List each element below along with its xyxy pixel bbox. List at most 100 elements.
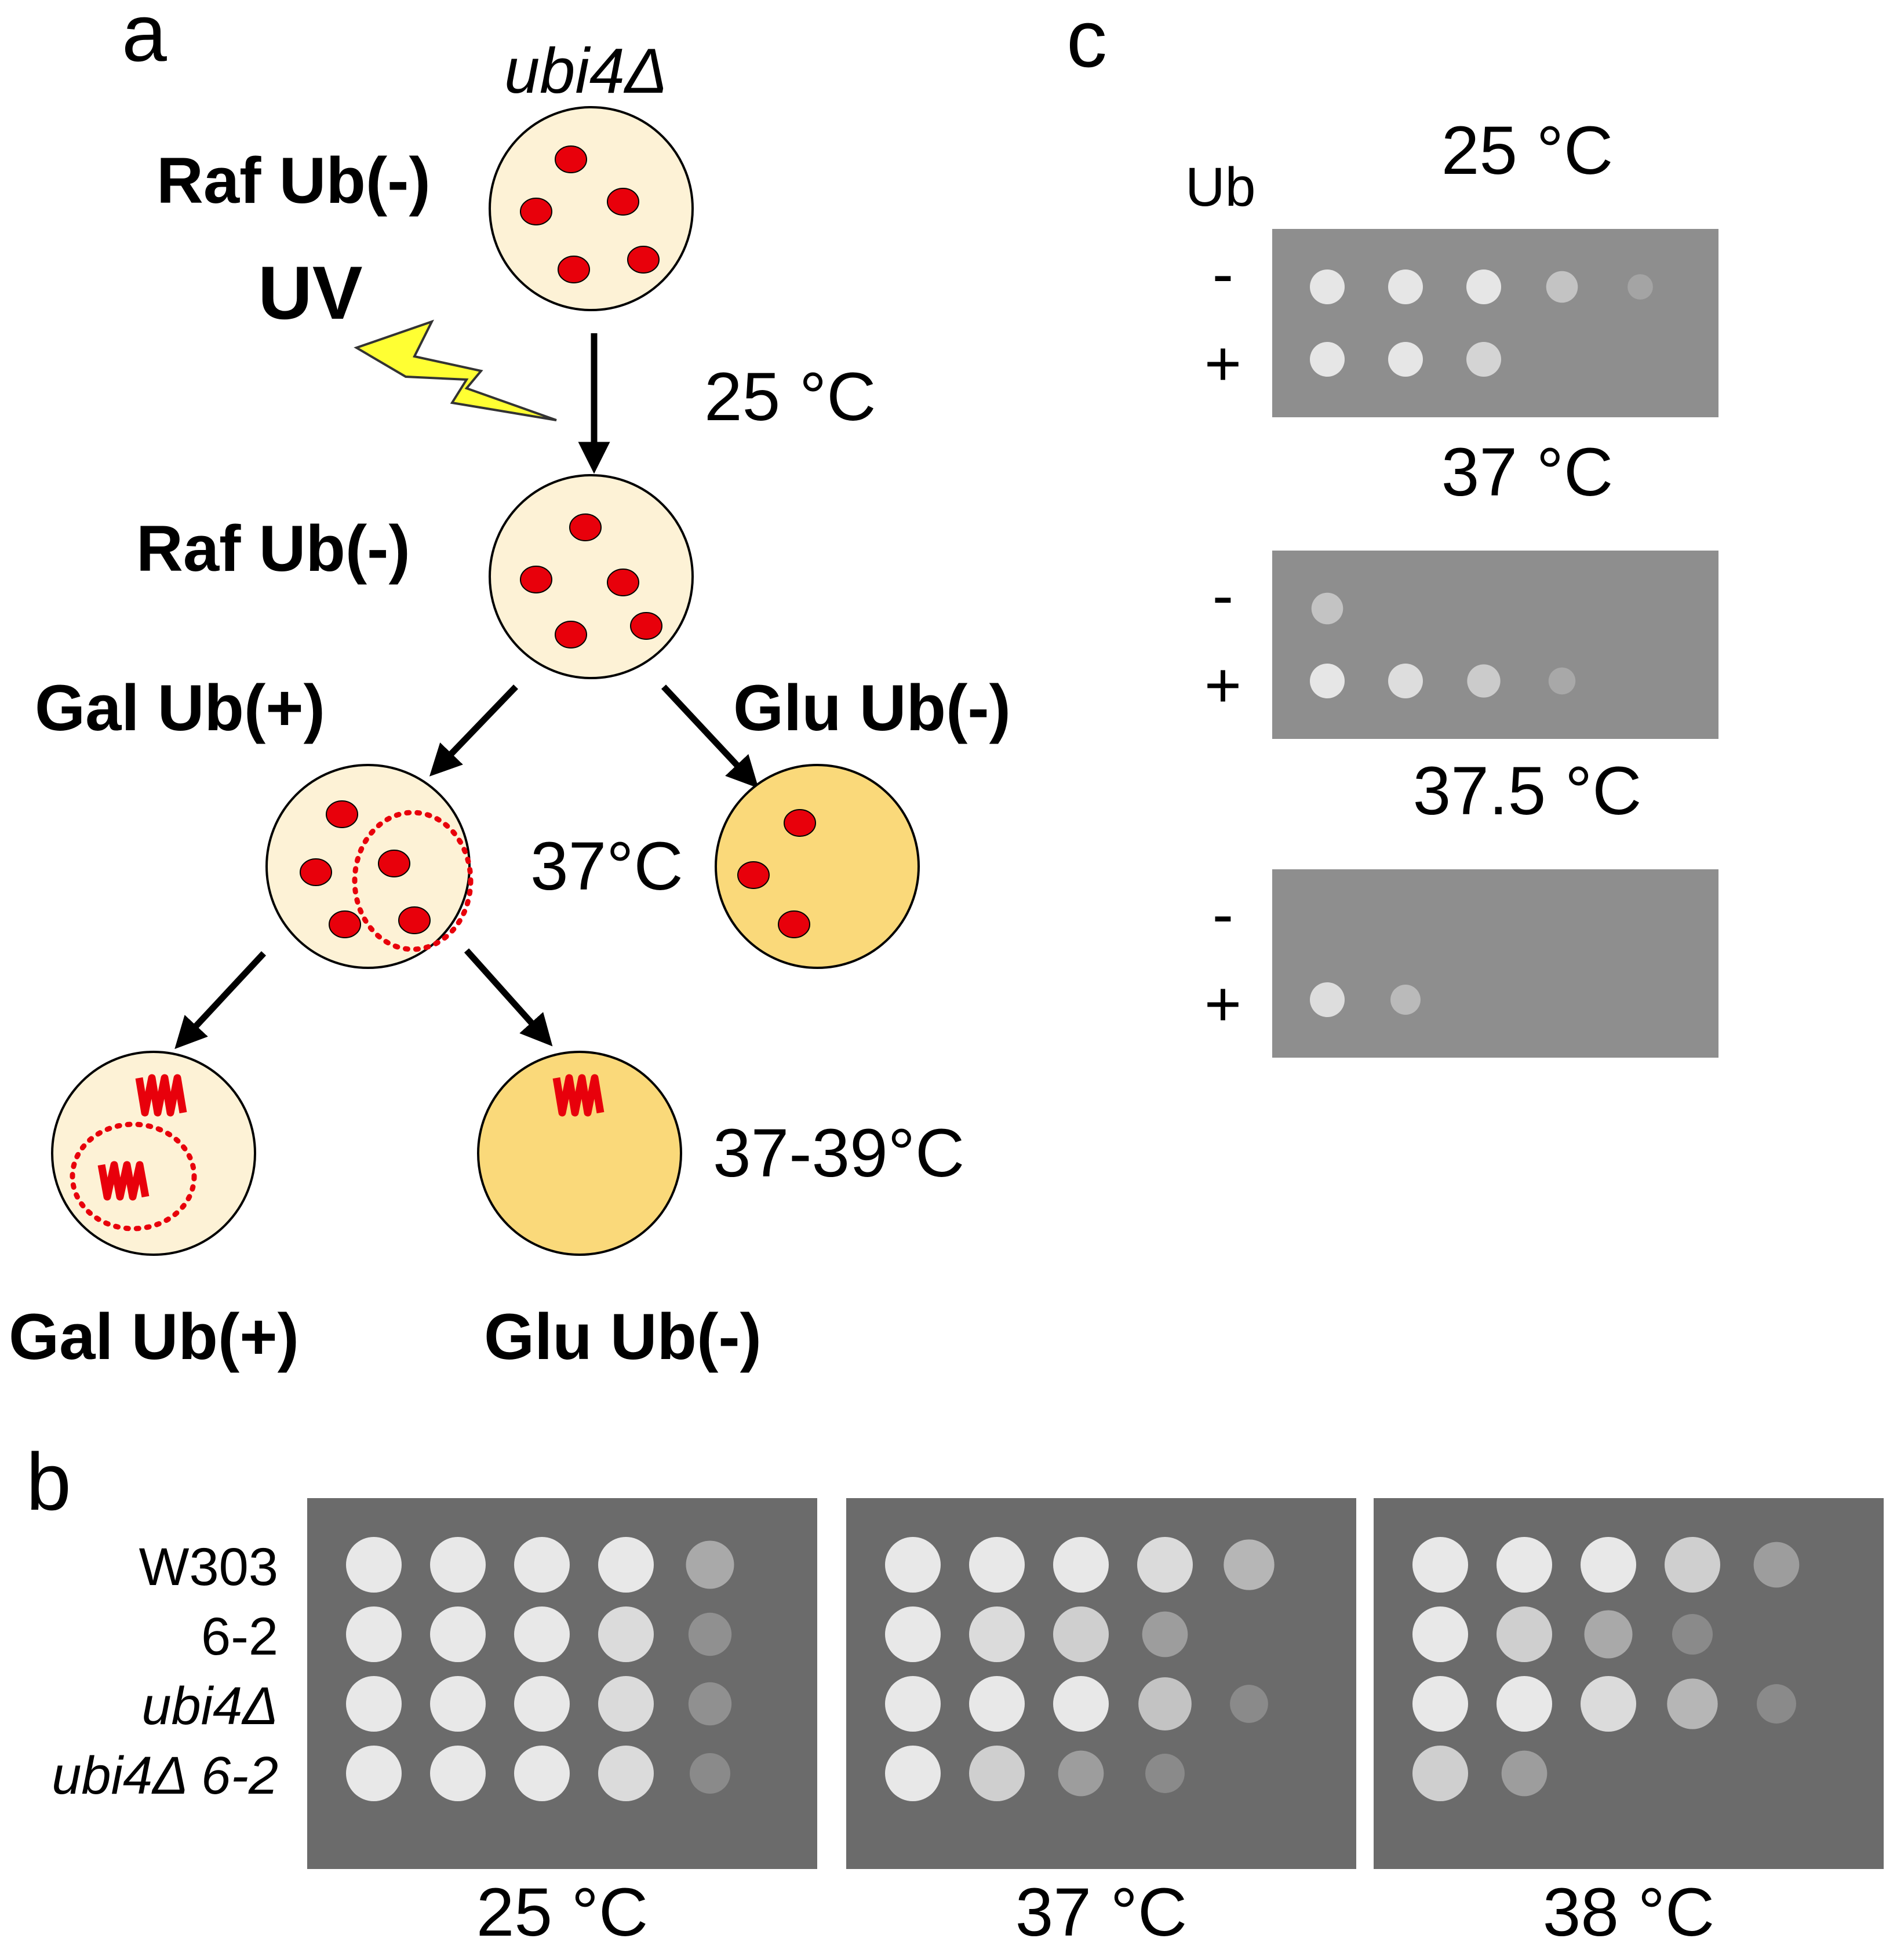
growth-spot [346, 1537, 402, 1593]
panel-b-letter: b [26, 1436, 71, 1527]
squiggle-colony [97, 1161, 150, 1201]
growth-spot [1310, 342, 1345, 377]
growth-spot [1497, 1676, 1552, 1732]
growth-spot [689, 1753, 731, 1794]
growth-spot [1412, 1537, 1468, 1593]
panel-c-letter: c [1066, 0, 1107, 84]
plate-b: 25 °C [307, 1498, 817, 1951]
strain-row-label: ubi4Δ [141, 1677, 278, 1736]
colony [569, 513, 602, 541]
growth-spot [1142, 1611, 1188, 1657]
growth-spot [1581, 1537, 1636, 1593]
panel-b: b W303 6-2 ubi4Δ ubi4Δ 6-2 25 °C 37 °C 38 … [26, 1436, 1884, 1951]
growth-spot [346, 1606, 402, 1662]
growth-spot [1501, 1750, 1548, 1797]
growth-spot [969, 1746, 1025, 1801]
growth-spot [598, 1676, 654, 1732]
growth-spot [1672, 1613, 1713, 1655]
growth-spot [346, 1676, 402, 1732]
squiggle-colony [552, 1074, 605, 1117]
growth-spot [885, 1746, 941, 1801]
colony [329, 910, 361, 938]
arrow-to-glu [661, 684, 759, 789]
growth-spot [430, 1746, 486, 1801]
growth-spot [1584, 1610, 1633, 1659]
growth-spot [598, 1537, 654, 1593]
growth-spot [1412, 1746, 1468, 1801]
growth-spot [1390, 985, 1421, 1015]
plate-raf-1 [489, 106, 694, 311]
growth-spot [598, 1746, 654, 1801]
growth-spot [686, 1540, 734, 1589]
growth-spot [969, 1606, 1025, 1662]
strain-row-label: W303 [139, 1538, 278, 1597]
growth-spot [1497, 1606, 1552, 1662]
growth-spot [1466, 342, 1501, 377]
growth-spot [514, 1676, 570, 1732]
plate-c: 37.5 °C - + [1204, 753, 1718, 1058]
growth-spot [1310, 982, 1345, 1017]
plus-label: + [1204, 968, 1241, 1040]
bottom-gal-label: Gal Ub(+) [9, 1300, 299, 1373]
colony [555, 621, 587, 649]
plus-label: + [1204, 650, 1241, 721]
colony [630, 612, 662, 640]
squiggle-colony [135, 1074, 187, 1117]
growth-spot [1224, 1539, 1275, 1590]
growth-spot [514, 1746, 570, 1801]
panel-a-letter: a [122, 0, 167, 78]
growth-spot [430, 1676, 486, 1732]
growth-spot [1467, 664, 1501, 698]
arrow-to-gal-bottom [174, 951, 267, 1050]
plate-temp-label: 37.5 °C [1413, 753, 1642, 829]
temp2-label: 37°C [530, 828, 683, 905]
glu-label: Glu Ub(-) [733, 672, 1011, 744]
colony [737, 861, 770, 889]
colony [607, 569, 639, 596]
plate-temp-label: 25 °C [476, 1874, 648, 1951]
panel-c: c Ub 25 °C - + 37 °C - +37.5 °C - + [1066, 0, 1718, 1058]
temp3-label: 37-39°C [713, 1115, 964, 1192]
colony [607, 188, 639, 216]
growth-spot [885, 1676, 941, 1732]
strain-row-label: ubi4Δ 6-2 [52, 1746, 278, 1805]
growth-spot [514, 1606, 570, 1662]
growth-spot [1497, 1537, 1552, 1593]
growth-spot [1546, 271, 1578, 303]
arrow-to-glu-bottom [464, 948, 553, 1047]
arrow-to-gal [429, 684, 518, 777]
bottom-glu-label: Glu Ub(-) [484, 1300, 762, 1373]
colony [398, 906, 431, 934]
temp1-label: 25 °C [704, 359, 876, 435]
growth-spot [688, 1612, 732, 1656]
plate-glu-bottom [477, 1051, 682, 1256]
plate-background [1272, 551, 1718, 739]
colony [784, 809, 816, 837]
growth-spot [1581, 1676, 1636, 1732]
colony [520, 198, 552, 225]
plate-c: 25 °C - + [1204, 112, 1718, 417]
panel-a: a ubi4Δ Raf Ub(-) UV 25 °C Raf Ub(-) Gal… [9, 0, 1011, 1373]
colony [778, 910, 810, 938]
minus-label: - [1213, 560, 1234, 631]
growth-spot [688, 1682, 732, 1726]
growth-spot [1665, 1537, 1720, 1593]
colony [300, 858, 332, 886]
growth-spot [885, 1537, 941, 1593]
growth-spot [1466, 269, 1501, 304]
plate-glu-37 [715, 764, 920, 969]
plate-temp-label: 37 °C [1441, 434, 1613, 511]
growth-spot [1137, 1537, 1193, 1593]
lightning-bolt-icon [354, 319, 557, 421]
growth-spot [1753, 1542, 1800, 1588]
growth-spot [1412, 1676, 1468, 1732]
growth-spot [514, 1537, 570, 1593]
growth-spot [969, 1676, 1025, 1732]
ub-header: Ub [1185, 156, 1255, 218]
uv-label: UV [258, 250, 363, 335]
growth-spot [1388, 664, 1423, 698]
growth-spot [1310, 269, 1345, 304]
growth-spot [1053, 1606, 1109, 1662]
growth-spot [430, 1606, 486, 1662]
growth-spot [1058, 1750, 1104, 1797]
